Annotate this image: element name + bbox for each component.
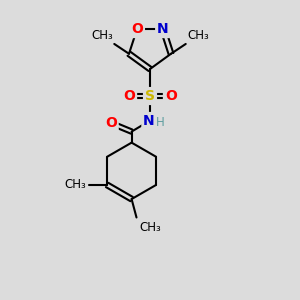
Text: CH₃: CH₃	[139, 221, 161, 234]
Text: O: O	[123, 89, 135, 103]
Text: CH₃: CH₃	[187, 28, 209, 41]
Text: CH₃: CH₃	[64, 178, 86, 191]
Text: H: H	[156, 116, 165, 129]
Text: CH₃: CH₃	[91, 28, 113, 41]
Text: O: O	[105, 116, 117, 130]
Text: N: N	[143, 114, 154, 128]
Text: N: N	[157, 22, 169, 36]
Text: O: O	[131, 22, 143, 36]
Text: O: O	[165, 89, 177, 103]
Text: S: S	[145, 89, 155, 103]
